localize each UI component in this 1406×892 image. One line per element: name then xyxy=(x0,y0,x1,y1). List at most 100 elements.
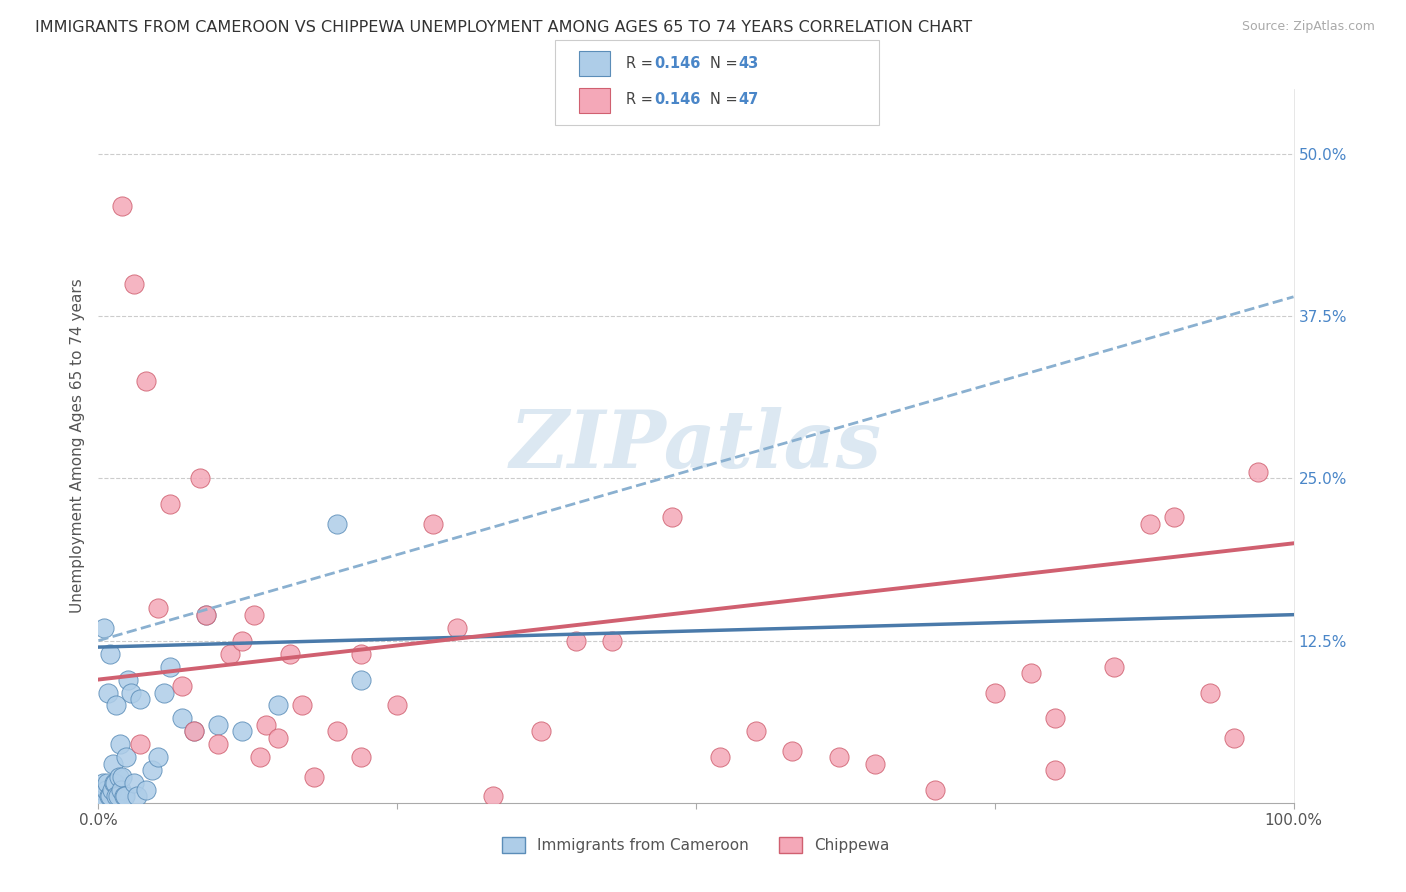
Point xyxy=(291,698,314,713)
Point xyxy=(385,698,409,713)
Point xyxy=(219,647,242,661)
Point xyxy=(350,673,373,687)
Point xyxy=(1199,685,1222,699)
Point xyxy=(108,738,131,752)
Point xyxy=(249,750,271,764)
Text: N =: N = xyxy=(710,92,742,107)
Point xyxy=(195,607,218,622)
Point xyxy=(780,744,803,758)
Point xyxy=(91,789,114,804)
Point xyxy=(602,633,624,648)
Point xyxy=(1019,666,1042,681)
Point xyxy=(97,685,120,699)
Point xyxy=(1163,510,1185,524)
Text: N =: N = xyxy=(710,56,742,71)
Point xyxy=(91,776,114,790)
Point xyxy=(207,718,229,732)
Point xyxy=(114,789,136,804)
Point xyxy=(565,633,588,648)
Point xyxy=(1043,711,1066,725)
Point xyxy=(111,770,134,784)
Point xyxy=(124,277,146,291)
Point xyxy=(129,738,152,752)
Point xyxy=(153,685,176,699)
Point xyxy=(745,724,768,739)
Point xyxy=(1247,465,1270,479)
Point xyxy=(172,679,194,693)
Point xyxy=(124,776,146,790)
Y-axis label: Unemployment Among Ages 65 to 74 years: Unemployment Among Ages 65 to 74 years xyxy=(69,278,84,614)
Point xyxy=(159,497,181,511)
Point xyxy=(207,738,229,752)
Point xyxy=(159,659,181,673)
Point xyxy=(98,789,121,804)
Point xyxy=(94,782,117,797)
Point xyxy=(103,776,125,790)
Point xyxy=(1139,516,1161,531)
Point xyxy=(112,789,135,804)
Point xyxy=(183,724,205,739)
Point xyxy=(865,756,887,771)
Point xyxy=(98,789,122,804)
Point xyxy=(278,647,301,661)
Text: R =: R = xyxy=(626,92,657,107)
Point xyxy=(148,601,170,615)
Point xyxy=(104,776,127,790)
Text: 43: 43 xyxy=(738,56,758,71)
Text: R =: R = xyxy=(626,56,657,71)
Text: ZIPatlas: ZIPatlas xyxy=(510,408,882,484)
Point xyxy=(135,782,157,797)
Point xyxy=(302,770,325,784)
Point xyxy=(93,621,115,635)
Point xyxy=(231,724,253,739)
Point xyxy=(326,724,349,739)
Point xyxy=(1104,659,1126,673)
Point xyxy=(115,750,138,764)
Point xyxy=(125,789,148,804)
Point xyxy=(422,516,444,531)
Point xyxy=(530,724,553,739)
Point xyxy=(107,770,129,784)
Point xyxy=(110,782,132,797)
Point xyxy=(1043,764,1066,778)
Text: 47: 47 xyxy=(738,92,758,107)
Point xyxy=(267,731,290,745)
Point xyxy=(482,789,505,804)
Point xyxy=(350,750,373,764)
Point xyxy=(101,756,124,771)
Point xyxy=(172,711,194,725)
Text: IMMIGRANTS FROM CAMEROON VS CHIPPEWA UNEMPLOYMENT AMONG AGES 65 TO 74 YEARS CORR: IMMIGRANTS FROM CAMEROON VS CHIPPEWA UNE… xyxy=(35,20,973,35)
Point xyxy=(188,471,211,485)
Point xyxy=(446,621,468,635)
Point xyxy=(326,516,349,531)
Point xyxy=(129,692,152,706)
Point xyxy=(243,607,266,622)
Legend: Immigrants from Cameroon, Chippewa: Immigrants from Cameroon, Chippewa xyxy=(496,831,896,859)
Point xyxy=(267,698,290,713)
Point xyxy=(90,782,112,797)
Point xyxy=(231,633,253,648)
Point xyxy=(661,510,683,524)
Point xyxy=(96,776,118,790)
Point xyxy=(350,647,373,661)
Point xyxy=(105,698,128,713)
Text: Source: ZipAtlas.com: Source: ZipAtlas.com xyxy=(1241,20,1375,33)
Point xyxy=(100,782,122,797)
Point xyxy=(98,647,122,661)
Point xyxy=(135,374,157,388)
Point xyxy=(984,685,1007,699)
Text: 0.146: 0.146 xyxy=(654,92,700,107)
Point xyxy=(1223,731,1246,745)
Point xyxy=(183,724,205,739)
Point xyxy=(120,685,142,699)
Text: 0.146: 0.146 xyxy=(654,56,700,71)
Point xyxy=(111,199,134,213)
Point xyxy=(141,764,163,778)
Point xyxy=(148,750,170,764)
Point xyxy=(105,789,128,804)
Point xyxy=(709,750,731,764)
Point xyxy=(828,750,851,764)
Point xyxy=(195,607,218,622)
Point xyxy=(107,789,129,804)
Point xyxy=(924,782,946,797)
